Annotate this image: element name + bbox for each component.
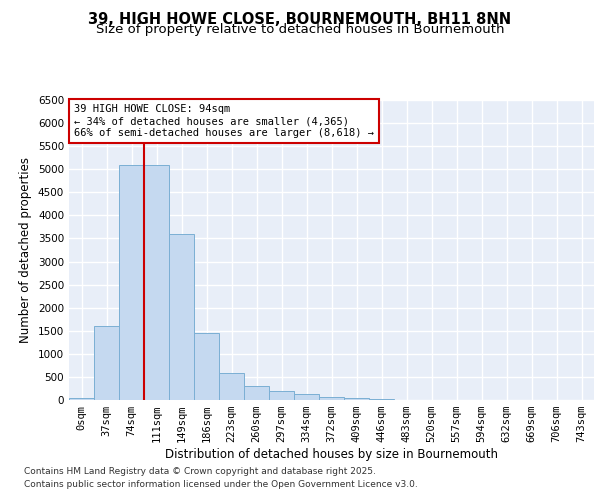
Text: Contains public sector information licensed under the Open Government Licence v3: Contains public sector information licen… [24, 480, 418, 489]
Text: Contains HM Land Registry data © Crown copyright and database right 2025.: Contains HM Land Registry data © Crown c… [24, 467, 376, 476]
Bar [119, 164, 144, 400]
Bar [144, 164, 169, 400]
Bar [319, 397, 344, 400]
Text: 39 HIGH HOWE CLOSE: 94sqm
← 34% of detached houses are smaller (4,365)
66% of se: 39 HIGH HOWE CLOSE: 94sqm ← 34% of detac… [74, 104, 374, 138]
Y-axis label: Number of detached properties: Number of detached properties [19, 157, 32, 343]
Bar [294, 394, 319, 400]
Bar [269, 392, 294, 400]
Text: Size of property relative to detached houses in Bournemouth: Size of property relative to detached ho… [96, 22, 504, 36]
Text: 39, HIGH HOWE CLOSE, BOURNEMOUTH, BH11 8NN: 39, HIGH HOWE CLOSE, BOURNEMOUTH, BH11 8… [88, 12, 512, 28]
Bar [244, 386, 269, 400]
Bar [344, 398, 369, 400]
X-axis label: Distribution of detached houses by size in Bournemouth: Distribution of detached houses by size … [165, 448, 498, 461]
Bar [219, 373, 244, 400]
Bar [369, 399, 394, 400]
Bar [194, 333, 219, 400]
Bar [69, 398, 94, 400]
Bar [94, 326, 119, 400]
Bar [169, 234, 194, 400]
